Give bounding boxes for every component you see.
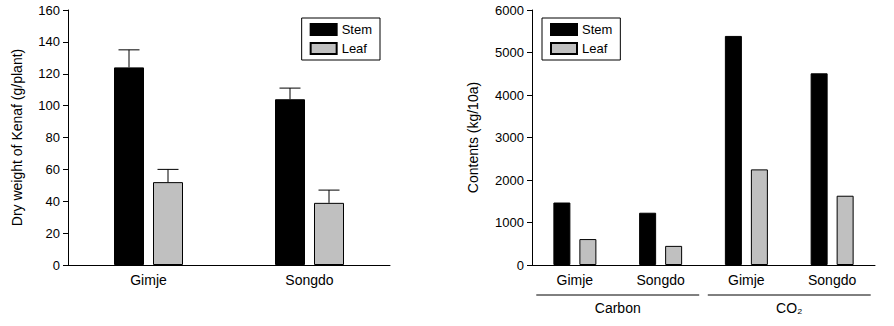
svg-text:Songdo: Songdo	[808, 272, 856, 288]
svg-text:Carbon: Carbon	[595, 300, 641, 316]
svg-text:2000: 2000	[495, 173, 524, 188]
svg-text:6000: 6000	[495, 3, 524, 18]
svg-text:4000: 4000	[495, 88, 524, 103]
svg-text:60: 60	[46, 162, 60, 177]
svg-text:Gimje: Gimje	[130, 272, 167, 288]
svg-text:0: 0	[53, 258, 60, 273]
svg-text:140: 140	[38, 34, 60, 49]
svg-text:Gimje: Gimje	[557, 272, 594, 288]
svg-text:Leaf: Leaf	[342, 41, 368, 56]
svg-text:5000: 5000	[495, 45, 524, 60]
svg-text:Stem: Stem	[342, 22, 372, 37]
svg-text:3000: 3000	[495, 130, 524, 145]
svg-text:100: 100	[38, 98, 60, 113]
svg-text:0: 0	[517, 258, 524, 273]
svg-text:20: 20	[46, 226, 60, 241]
svg-text:160: 160	[38, 3, 60, 18]
svg-text:80: 80	[46, 130, 60, 145]
svg-text:Leaf: Leaf	[582, 41, 608, 56]
svg-text:CO₂: CO₂	[776, 300, 802, 316]
svg-text:Stem: Stem	[582, 22, 612, 37]
svg-text:Dry weight of Kenaf (g/plant): Dry weight of Kenaf (g/plant)	[9, 49, 25, 226]
svg-text:Songdo: Songdo	[285, 272, 333, 288]
svg-text:120: 120	[38, 66, 60, 81]
svg-text:40: 40	[46, 194, 60, 209]
svg-text:Gimje: Gimje	[728, 272, 765, 288]
svg-text:Songdo: Songdo	[636, 272, 684, 288]
svg-text:1000: 1000	[495, 215, 524, 230]
svg-text:Contents (kg/10a): Contents (kg/10a)	[465, 82, 481, 193]
